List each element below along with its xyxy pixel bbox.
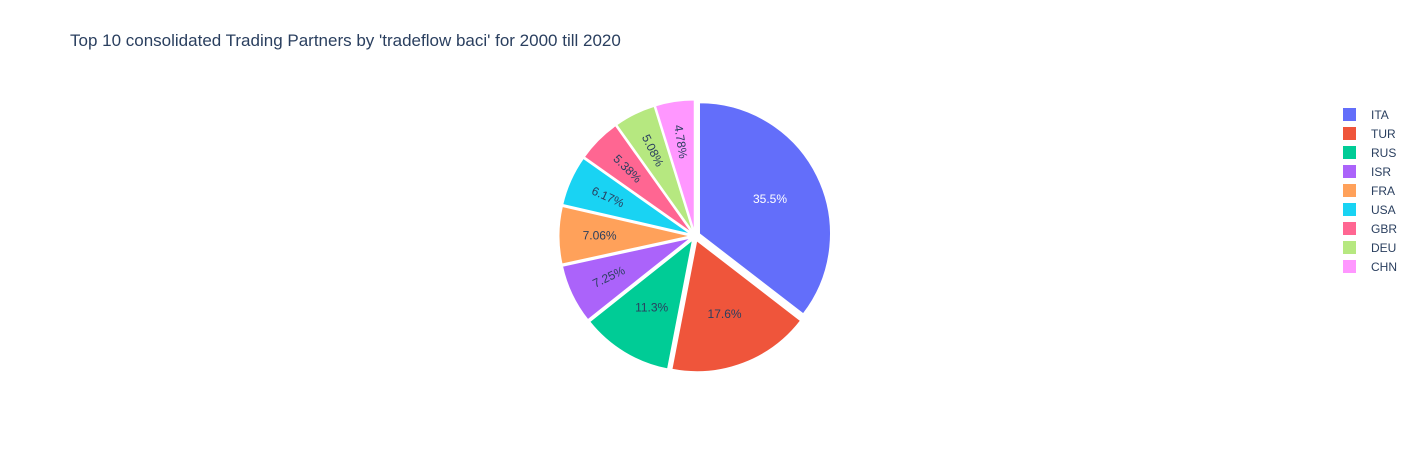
pie-slice-rus[interactable] <box>589 239 694 370</box>
pie-slice-usa[interactable] <box>562 157 691 235</box>
legend-swatch <box>1343 184 1356 197</box>
slice-label-ita: 35.5% <box>753 192 787 206</box>
legend-item-ita[interactable]: ITA <box>1343 105 1397 124</box>
pie-slice-isr[interactable] <box>561 237 691 321</box>
slice-label-tur: 17.6% <box>708 307 742 321</box>
legend-swatch <box>1343 241 1356 254</box>
slice-label-fra: 7.06% <box>583 228 617 242</box>
legend-label: ISR <box>1371 164 1392 179</box>
pie-slice-tur[interactable] <box>671 239 802 373</box>
legend-label: GBR <box>1371 221 1398 236</box>
legend-item-chn[interactable]: CHN <box>1343 257 1397 276</box>
pie-slice-chn[interactable] <box>654 99 695 232</box>
legend-swatch <box>1343 127 1356 140</box>
pie-slices <box>558 99 831 373</box>
chart-title: Top 10 consolidated Trading Partners by … <box>70 31 621 50</box>
pie-slice-fra[interactable] <box>558 205 691 265</box>
legend-label: ITA <box>1371 107 1389 122</box>
legend-label: USA <box>1371 202 1396 217</box>
legend-item-fra[interactable]: FRA <box>1343 181 1397 200</box>
legend-item-rus[interactable]: RUS <box>1343 143 1397 162</box>
legend-item-usa[interactable]: USA <box>1343 200 1397 219</box>
legend-swatch <box>1343 260 1356 273</box>
pie-slice-ita[interactable] <box>698 102 831 315</box>
legend-swatch <box>1343 146 1356 159</box>
legend-swatch <box>1343 165 1356 178</box>
legend-label: RUS <box>1371 145 1397 160</box>
legend-item-isr[interactable]: ISR <box>1343 162 1397 181</box>
legend-item-tur[interactable]: TUR <box>1343 124 1397 143</box>
legend-item-gbr[interactable]: GBR <box>1343 219 1397 238</box>
legend-label: CHN <box>1371 259 1397 274</box>
legend-item-deu[interactable]: DEU <box>1343 238 1397 257</box>
legend-label: FRA <box>1371 183 1395 198</box>
slice-label-rus: 11.3% <box>635 300 668 314</box>
slice-label-chn: 4.78% <box>671 124 690 160</box>
legend-label: DEU <box>1371 240 1397 255</box>
legend-swatch <box>1343 108 1356 121</box>
pie-slice-deu[interactable] <box>616 105 694 232</box>
pie-slice-gbr[interactable] <box>583 125 692 233</box>
legend-label: TUR <box>1371 126 1396 141</box>
legend-swatch <box>1343 222 1356 235</box>
legend-swatch <box>1343 203 1356 216</box>
legend: ITA TUR RUS ISR FRA USA GBR DEU CHN <box>1343 105 1397 276</box>
